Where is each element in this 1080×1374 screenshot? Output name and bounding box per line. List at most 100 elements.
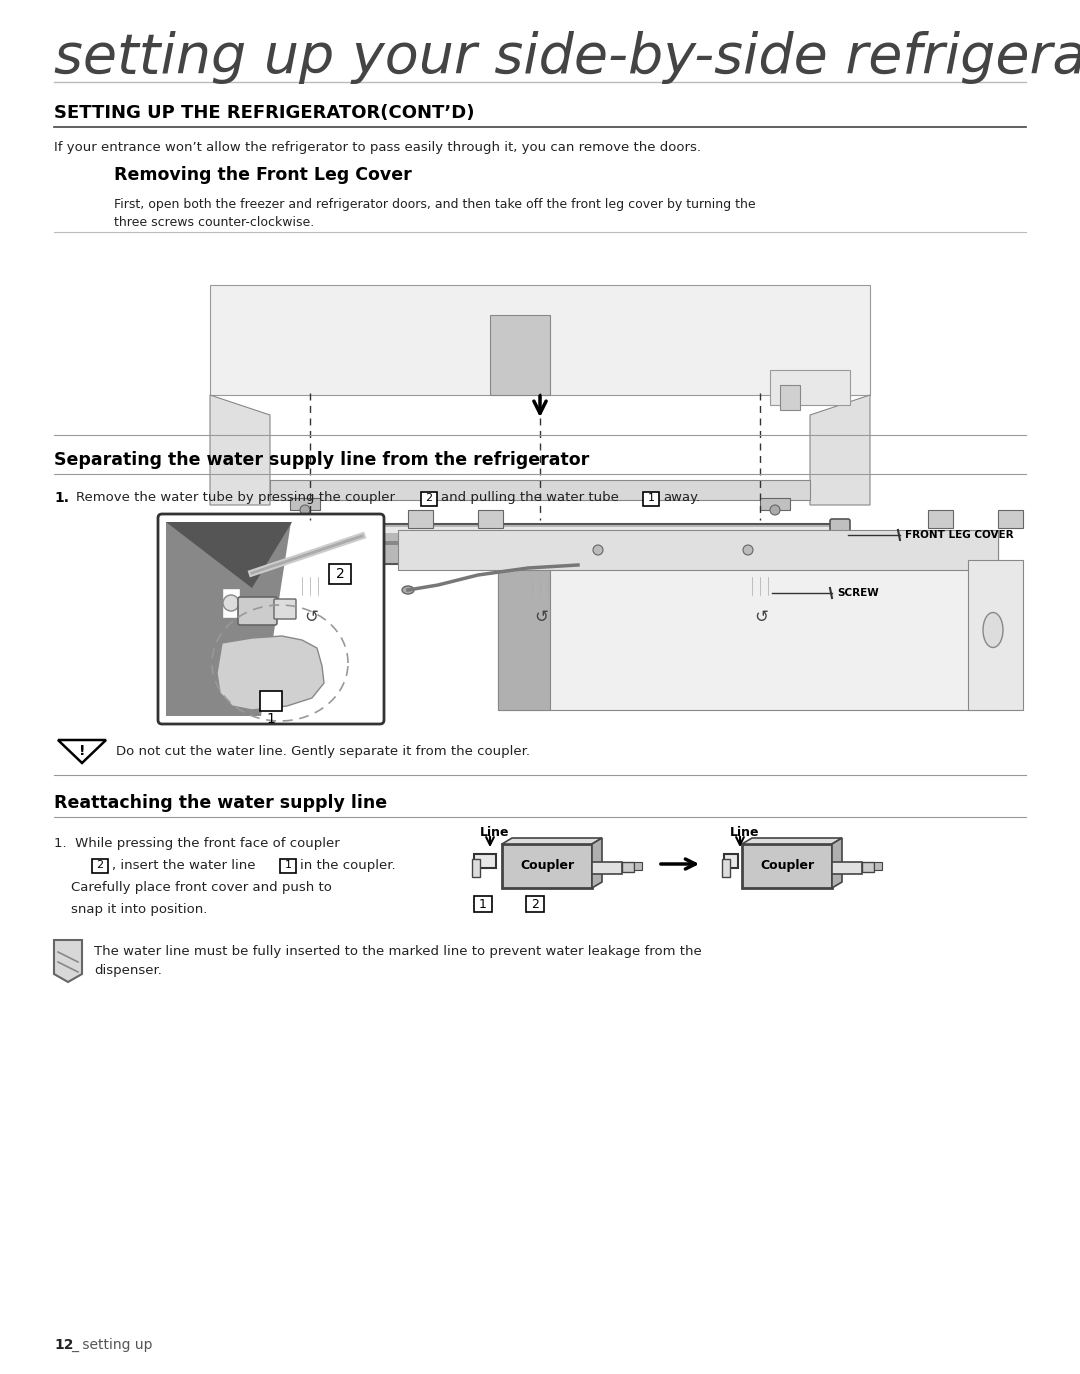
- Circle shape: [743, 545, 753, 555]
- Text: First, open both the freezer and refrigerator doors, and then take off the front: First, open both the freezer and refrige…: [114, 198, 756, 229]
- Text: Remove the water tube by pressing the coupler: Remove the water tube by pressing the co…: [76, 492, 395, 504]
- Ellipse shape: [795, 536, 805, 541]
- Text: If your entrance won’t allow the refrigerator to pass easily through it, you can: If your entrance won’t allow the refrige…: [54, 142, 701, 154]
- Bar: [210, 284, 870, 394]
- Text: Removing the Front Leg Cover: Removing the Front Leg Cover: [114, 166, 411, 184]
- Text: 12: 12: [54, 1338, 73, 1352]
- Text: 1: 1: [267, 712, 275, 725]
- Polygon shape: [166, 522, 291, 716]
- Bar: [723, 859, 730, 877]
- Text: 2: 2: [96, 860, 104, 870]
- Text: setting up your side-by-side refrigerator: setting up your side-by-side refrigerato…: [54, 32, 1080, 84]
- Text: , insert the water line: , insert the water line: [112, 859, 256, 871]
- Text: 2: 2: [336, 567, 345, 581]
- Circle shape: [222, 595, 239, 611]
- Ellipse shape: [535, 536, 545, 541]
- Polygon shape: [54, 940, 82, 982]
- Text: !: !: [79, 743, 85, 758]
- Text: Line: Line: [730, 826, 759, 838]
- FancyBboxPatch shape: [230, 519, 249, 565]
- Polygon shape: [746, 567, 778, 600]
- Polygon shape: [217, 636, 324, 710]
- Bar: [874, 861, 882, 870]
- Text: ↺: ↺: [303, 609, 318, 627]
- Bar: [643, 492, 659, 506]
- Bar: [724, 855, 738, 868]
- Bar: [280, 859, 296, 872]
- FancyBboxPatch shape: [238, 596, 276, 625]
- Bar: [968, 561, 1023, 710]
- Text: and pulling the water tube: and pulling the water tube: [441, 492, 619, 504]
- Bar: [421, 492, 437, 506]
- Text: 1: 1: [648, 493, 654, 503]
- Bar: [248, 528, 832, 533]
- Text: Carefully place front cover and push to: Carefully place front cover and push to: [54, 881, 332, 893]
- Text: _ setting up: _ setting up: [71, 1338, 152, 1352]
- Polygon shape: [58, 741, 106, 763]
- Bar: [928, 510, 953, 528]
- Polygon shape: [810, 394, 870, 506]
- Bar: [502, 844, 592, 888]
- Text: 1: 1: [284, 860, 292, 870]
- Text: in the coupler.: in the coupler.: [300, 859, 395, 871]
- Bar: [498, 534, 550, 710]
- Bar: [780, 385, 800, 409]
- Bar: [478, 510, 503, 528]
- Text: SCREW: SCREW: [837, 588, 879, 598]
- Polygon shape: [166, 522, 292, 588]
- Bar: [474, 896, 492, 912]
- Polygon shape: [210, 394, 270, 506]
- Text: 1.  While pressing the front face of coupler: 1. While pressing the front face of coup…: [54, 837, 340, 849]
- Text: Reattaching the water supply line: Reattaching the water supply line: [54, 794, 387, 812]
- Circle shape: [593, 545, 603, 555]
- FancyBboxPatch shape: [831, 519, 850, 565]
- Bar: [248, 541, 832, 545]
- FancyBboxPatch shape: [239, 523, 841, 563]
- Text: 1: 1: [480, 897, 487, 911]
- Text: SETTING UP THE REFRIGERATOR(CONT’D): SETTING UP THE REFRIGERATOR(CONT’D): [54, 104, 474, 122]
- Text: 2: 2: [426, 493, 433, 503]
- Polygon shape: [522, 567, 554, 600]
- FancyBboxPatch shape: [260, 691, 282, 710]
- Ellipse shape: [402, 585, 414, 594]
- Bar: [270, 480, 810, 500]
- Text: 1.: 1.: [54, 491, 69, 506]
- Text: Separating the water supply line from the refrigerator: Separating the water supply line from th…: [54, 451, 590, 469]
- Bar: [998, 510, 1023, 528]
- Bar: [770, 370, 850, 405]
- Circle shape: [300, 506, 310, 515]
- Bar: [832, 861, 862, 874]
- Bar: [474, 855, 496, 868]
- Bar: [862, 861, 874, 872]
- Bar: [222, 588, 240, 618]
- Text: FRONT LEG COVER: FRONT LEG COVER: [905, 530, 1014, 540]
- Text: Coupler: Coupler: [519, 860, 575, 872]
- FancyBboxPatch shape: [329, 563, 351, 584]
- Polygon shape: [742, 838, 842, 844]
- Bar: [498, 534, 998, 710]
- Bar: [526, 896, 544, 912]
- Bar: [760, 497, 789, 510]
- Bar: [634, 861, 642, 870]
- Bar: [408, 510, 433, 528]
- Bar: [622, 861, 634, 872]
- Text: away.: away.: [663, 492, 700, 504]
- Polygon shape: [292, 567, 324, 600]
- Text: The water line must be fully inserted to the marked line to prevent water leakag: The water line must be fully inserted to…: [94, 945, 702, 977]
- Bar: [742, 844, 832, 888]
- Polygon shape: [592, 838, 602, 888]
- FancyBboxPatch shape: [158, 514, 384, 724]
- Circle shape: [770, 506, 780, 515]
- Text: Do not cut the water line. Gently separate it from the coupler.: Do not cut the water line. Gently separa…: [116, 745, 530, 757]
- Text: Coupler: Coupler: [760, 860, 814, 872]
- Text: ↺: ↺: [534, 609, 548, 627]
- Bar: [399, 530, 998, 570]
- Polygon shape: [832, 838, 842, 888]
- Ellipse shape: [275, 536, 285, 541]
- Bar: [472, 859, 480, 877]
- Text: 2: 2: [531, 897, 539, 911]
- Bar: [592, 861, 622, 874]
- Text: ↺: ↺: [754, 609, 768, 627]
- Text: snap it into position.: snap it into position.: [54, 903, 207, 915]
- Bar: [490, 315, 550, 394]
